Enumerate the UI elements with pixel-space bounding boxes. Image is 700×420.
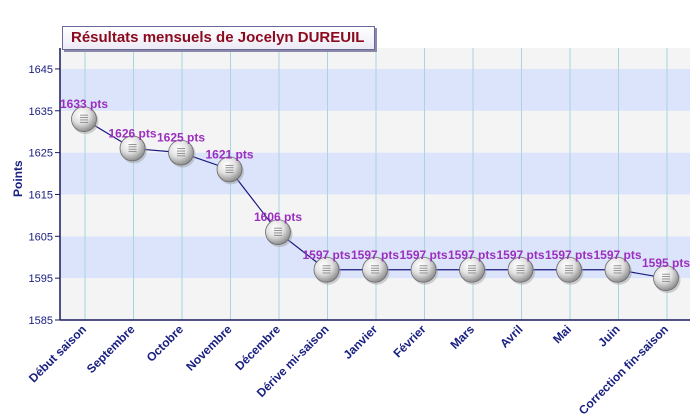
x-tick-label: Octobre: [144, 322, 187, 365]
x-tick-label: Juin: [595, 322, 622, 349]
data-point: [459, 256, 485, 283]
x-tick-label: Janvier: [341, 322, 381, 362]
y-tick-label: 1585: [29, 315, 53, 327]
x-tick-label: Début saison: [26, 322, 89, 385]
data-point: [556, 256, 582, 283]
data-point: [119, 135, 146, 162]
chart-title: Résultats mensuels de Jocelyn DUREUIL: [62, 26, 376, 50]
plot-band: [60, 194, 690, 237]
data-point: [604, 256, 631, 283]
x-tick-label: Décembre: [232, 322, 283, 373]
data-label: 1597 pts: [545, 248, 593, 262]
y-tick-label: 1595: [29, 273, 53, 285]
y-tick-label: 1625: [29, 148, 53, 160]
data-point: [653, 265, 679, 292]
data-label: 1595 pts: [642, 256, 690, 270]
x-tick-label: Novembre: [183, 322, 235, 374]
y-axis-label: Points: [11, 160, 25, 197]
y-tick-label: 1605: [29, 231, 53, 243]
data-point: [313, 256, 340, 283]
data-label: 1597 pts: [496, 248, 544, 262]
data-label: 1633 pts: [60, 97, 108, 111]
data-label: 1597 pts: [351, 248, 399, 262]
data-point: [71, 106, 97, 133]
data-point: [168, 139, 194, 166]
x-tick-label: Mars: [447, 322, 477, 352]
data-point: [265, 219, 291, 246]
x-tick-label: Correction fin-saison: [576, 322, 671, 417]
plot-band: [60, 68, 690, 111]
x-tick-label: Avril: [497, 322, 525, 350]
plot-band: [60, 48, 690, 69]
data-label: 1597 pts: [448, 248, 496, 262]
x-tick-label: Septembre: [84, 322, 138, 376]
data-point: [216, 156, 243, 183]
y-tick-label: 1645: [29, 64, 53, 76]
data-label: 1597 pts: [399, 248, 447, 262]
x-tick-label: Mai: [550, 322, 574, 346]
data-label: 1597 pts: [302, 248, 350, 262]
plot-band: [60, 152, 690, 195]
data-point: [410, 256, 437, 283]
x-tick-label: Février: [390, 322, 428, 360]
plot-band: [60, 278, 690, 320]
data-label: 1597 pts: [593, 248, 641, 262]
data-point: [362, 256, 388, 283]
data-label: 1606 pts: [254, 210, 302, 224]
y-tick-label: 1635: [29, 106, 53, 118]
data-label: 1621 pts: [205, 147, 253, 161]
data-point: [507, 256, 534, 283]
data-label: 1626 pts: [108, 126, 156, 140]
data-label: 1625 pts: [157, 131, 205, 145]
y-tick-label: 1615: [29, 189, 53, 201]
plot-band: [60, 110, 690, 153]
